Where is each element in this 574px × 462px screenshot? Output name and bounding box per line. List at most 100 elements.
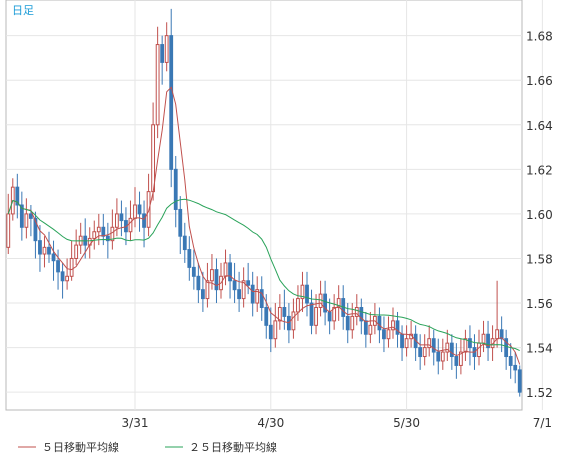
candle-body [427, 338, 432, 349]
candle [277, 294, 282, 330]
candle [368, 311, 373, 344]
y-tick-label: 1.62 [526, 163, 553, 177]
candle-body [255, 289, 260, 304]
candle-body [458, 351, 463, 366]
candle [182, 222, 187, 263]
candle-body [228, 262, 232, 282]
x-tick-label: 5/30 [393, 416, 420, 430]
candle [92, 220, 97, 250]
candle-body [463, 338, 468, 353]
candle [513, 352, 518, 384]
candle-body [74, 244, 79, 259]
candle [431, 329, 436, 366]
candle [296, 285, 300, 321]
candle [205, 262, 210, 308]
candle [74, 229, 79, 266]
y-tick-label: 1.66 [526, 74, 553, 88]
candle [196, 262, 201, 304]
candle-body [264, 307, 269, 326]
candle [517, 365, 522, 397]
candle-body [60, 271, 65, 282]
candle-body [323, 293, 328, 313]
candle [449, 334, 454, 370]
candle-body [173, 168, 178, 210]
candle [440, 338, 445, 370]
x-tick-label: 3/31 [122, 416, 149, 430]
y-tick-label: 1.68 [526, 30, 553, 44]
candle-body [250, 284, 255, 304]
candle-body [400, 333, 404, 349]
candle [445, 329, 450, 361]
candle-body [200, 289, 205, 300]
candle [105, 222, 110, 259]
candle [210, 254, 214, 290]
candle [508, 343, 513, 379]
candle [51, 240, 56, 281]
candle [164, 22, 169, 72]
candle [418, 334, 423, 370]
candle [187, 236, 192, 281]
candle-body [110, 226, 115, 242]
x-axis-labels: 3/31 4/30 5/30 7/1 [122, 416, 553, 430]
candle [354, 294, 359, 326]
candle-body [268, 324, 273, 340]
candle-body [490, 338, 495, 349]
candle [232, 262, 237, 304]
candle-body [499, 329, 504, 340]
period-label: 日足 [12, 4, 34, 17]
candle-body [182, 235, 187, 251]
y-tick-label: 1.56 [526, 297, 553, 311]
candle-body [513, 364, 518, 371]
candle-body [363, 320, 368, 335]
candle-body [377, 315, 382, 331]
candle [19, 191, 24, 241]
candle [382, 316, 386, 353]
candle [24, 198, 29, 239]
candle [173, 155, 178, 228]
candle-body [28, 213, 33, 219]
candle-body [169, 35, 174, 170]
candle [268, 307, 273, 353]
x-tick-label: 7/1 [533, 416, 552, 430]
candle-body [391, 320, 395, 331]
candle-body [246, 280, 251, 286]
candle-body [395, 320, 400, 335]
candle-body [56, 260, 60, 273]
candle-body [318, 293, 323, 308]
candle-body [6, 213, 11, 248]
candle-body [273, 320, 278, 340]
y-tick-label: 1.52 [526, 386, 553, 400]
candle [427, 325, 432, 357]
candle [391, 307, 395, 339]
candle-body [96, 226, 101, 233]
candle-body [300, 284, 305, 300]
candle-body [92, 231, 97, 239]
candle-body [19, 204, 24, 228]
candle [282, 289, 287, 330]
candle [33, 211, 38, 259]
candle-body [368, 324, 373, 335]
candle-body [42, 246, 47, 255]
candle [323, 280, 328, 326]
candle [250, 271, 255, 317]
candle [468, 325, 472, 366]
candle-body [196, 275, 201, 291]
candle-body [468, 338, 472, 349]
candle [114, 198, 119, 237]
candle [128, 200, 133, 241]
candle-body [47, 246, 51, 255]
candle [214, 258, 219, 304]
candle [191, 249, 196, 290]
y-tick-label: 1.60 [526, 208, 553, 222]
legend: ５日移動平均線 ２５日移動平均線 [18, 440, 277, 454]
candle-body [160, 44, 165, 63]
candle-body [114, 213, 119, 228]
candle [454, 343, 459, 379]
legend-ma5-label: ５日移動平均線 [42, 440, 119, 454]
candle [69, 240, 74, 281]
candle-body [105, 235, 110, 242]
candle-body [24, 213, 29, 228]
plot-frame [5, 0, 523, 411]
candle [237, 271, 242, 312]
